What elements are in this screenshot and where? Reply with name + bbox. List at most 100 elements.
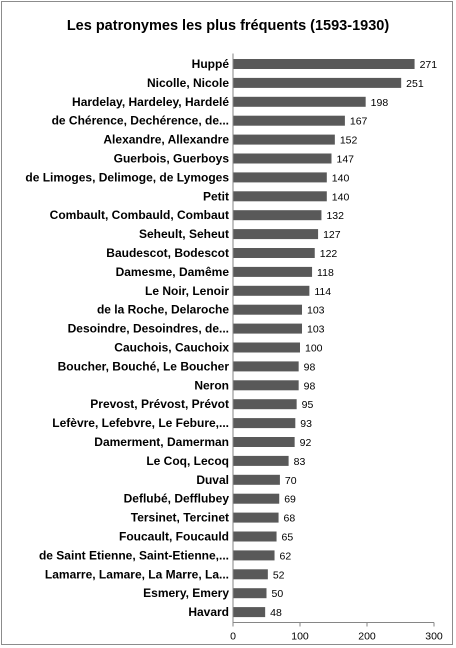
data-label: 103 <box>307 305 325 317</box>
bar <box>233 248 315 258</box>
category-label: Desoindre, Desoindres, de... <box>68 322 229 336</box>
data-label: 103 <box>307 324 325 336</box>
data-label: 198 <box>371 97 389 109</box>
category-label: Nicolle, Nicole <box>147 76 229 90</box>
data-label: 65 <box>282 532 294 544</box>
x-axis: 0 100 200 300 <box>230 53 443 643</box>
bar <box>233 455 289 466</box>
data-label: 100 <box>305 343 323 355</box>
data-label: 167 <box>350 116 368 128</box>
category-label: Seheult, Seheut <box>139 227 229 241</box>
category-label: Le Coq, Lecoq <box>146 454 229 468</box>
bar <box>233 77 402 88</box>
x-tick-label: 100 <box>291 631 309 643</box>
bar <box>233 285 310 296</box>
bar <box>233 210 322 221</box>
data-label: 122 <box>320 248 338 260</box>
bar <box>233 531 277 542</box>
data-label: 95 <box>302 399 314 411</box>
data-label: 69 <box>284 494 296 506</box>
data-label: 52 <box>273 569 285 581</box>
category-label: de la Roche, Delaroche <box>97 303 229 317</box>
category-label: Esmery, Emery <box>143 586 229 600</box>
bar <box>233 569 268 580</box>
bar <box>233 134 335 145</box>
data-label: 118 <box>317 267 334 279</box>
category-label: Baudescot, Bodescot <box>106 246 229 260</box>
data-label: 93 <box>300 418 312 430</box>
category-label: de Saint Etienne, Saint-Etienne,... <box>39 548 229 562</box>
data-label: 271 <box>420 59 438 71</box>
data-label: 114 <box>314 286 331 298</box>
category-label: Tersinet, Tercinet <box>131 511 229 525</box>
bar <box>233 59 415 69</box>
chart-title: Les patronymes les plus fréquents (1593-… <box>67 18 390 34</box>
bar <box>233 493 280 504</box>
category-label: Huppé <box>192 57 230 71</box>
category-label: Petit <box>203 189 229 203</box>
category-label: Deflubé, Defflubey <box>124 492 230 506</box>
category-label: Havard <box>188 605 229 619</box>
data-label: 48 <box>270 607 282 619</box>
data-label: 132 <box>326 210 344 222</box>
x-tick-label: 0 <box>230 631 236 643</box>
category-label: Prevost, Prévost, Prévot <box>90 397 229 411</box>
bar <box>233 399 297 410</box>
bar <box>233 304 303 315</box>
data-label: 98 <box>304 361 316 373</box>
data-label: 140 <box>332 191 350 203</box>
data-label: 92 <box>300 437 312 449</box>
data-label: 68 <box>284 513 296 525</box>
bar <box>233 418 296 429</box>
bar <box>233 380 299 391</box>
data-label: 140 <box>332 172 350 184</box>
bar <box>233 229 319 240</box>
category-label: de Limoges, Delimoge, de Lymoges <box>25 170 229 184</box>
data-label: 98 <box>304 380 316 392</box>
bar <box>233 437 295 447</box>
category-label: Lamarre, Lamare, La Marre, La... <box>45 567 229 581</box>
data-label: 127 <box>323 229 341 241</box>
category-label: Damesme, Damême <box>116 265 230 279</box>
bar <box>233 588 267 599</box>
category-labels-group: Huppé Nicolle, Nicole Hardelay, Hardeley, … <box>25 57 229 619</box>
data-label: 50 <box>272 588 284 600</box>
category-label: Lefèvre, Lefebvre, Le Febure,... <box>52 416 229 430</box>
category-label: Foucault, Foucauld <box>119 530 229 544</box>
bar <box>233 115 345 126</box>
bar <box>233 323 303 334</box>
x-tick-label: 300 <box>425 631 443 643</box>
category-label: Cauchois, Cauchoix <box>114 341 229 355</box>
bar <box>233 342 300 353</box>
bar <box>233 607 266 618</box>
category-label: Duval <box>196 473 229 487</box>
category-label: Boucher, Bouché, Le Boucher <box>58 359 230 373</box>
category-label: Alexandre, Allexandre <box>103 133 229 147</box>
category-label: Neron <box>194 378 229 392</box>
bar <box>233 96 366 107</box>
bar <box>233 474 280 485</box>
bar <box>233 266 313 277</box>
bar <box>233 172 327 183</box>
data-label: 147 <box>336 154 354 166</box>
data-label: 152 <box>340 135 358 147</box>
category-label: Le Noir, Lenoir <box>145 284 229 298</box>
bars-group <box>233 59 415 618</box>
bar <box>233 153 332 164</box>
bar <box>233 361 299 372</box>
bar <box>233 191 327 202</box>
data-label: 83 <box>294 456 306 468</box>
x-tick-label: 200 <box>358 631 376 643</box>
category-label: Guerbois, Guerboys <box>114 152 230 166</box>
category-label: Hardelay, Hardeley, Hardelé <box>72 95 229 109</box>
category-label: de Chérence, Dechérence, de... <box>52 114 229 128</box>
data-label: 251 <box>406 78 424 90</box>
bar <box>233 512 279 523</box>
bar <box>233 550 275 561</box>
category-label: Combault, Combauld, Combaut <box>50 208 229 222</box>
category-label: Damerment, Damerman <box>94 435 229 449</box>
data-label: 70 <box>285 475 297 487</box>
